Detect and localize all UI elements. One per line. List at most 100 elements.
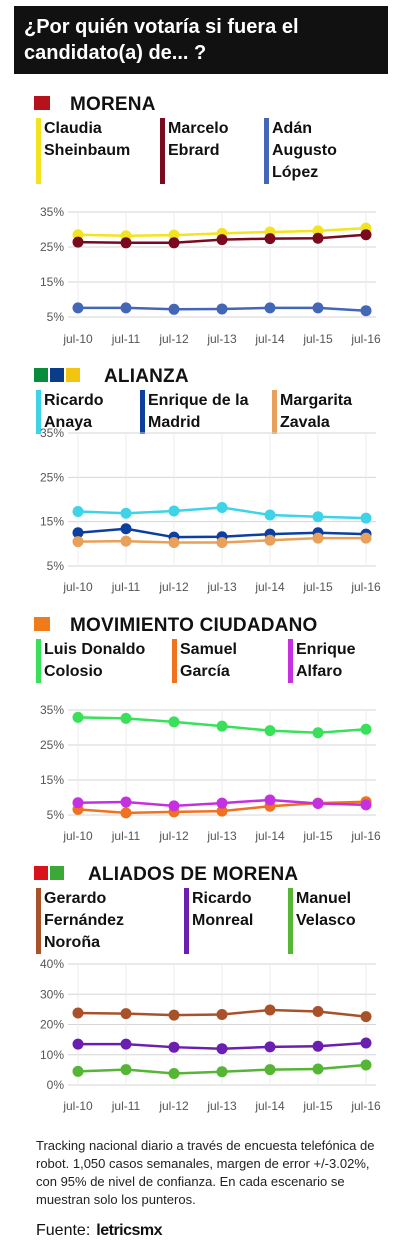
data-point [120,1038,132,1050]
candidate-legend: Gerardo Fernández Noroña Ricardo Monreal M… [36,888,386,954]
y-tick-label: 40% [40,957,64,971]
y-tick-label: 15% [40,275,64,289]
party-logo-0 [34,866,48,880]
data-point [264,302,276,314]
party-logos [34,96,50,110]
data-point [72,1038,84,1050]
legend-color-bar [288,639,293,683]
x-tick-label: jul-11 [111,332,141,346]
data-point [360,723,372,735]
legend-color-bar [36,888,41,954]
data-point [360,512,372,524]
data-point [264,233,276,245]
party-logos [34,368,80,382]
x-tick-label: jul-10 [62,332,93,346]
data-point [168,1009,180,1021]
data-point [216,1066,228,1078]
data-point [312,1063,324,1075]
x-tick-label: jul-16 [350,1099,381,1113]
legend-label: Margarita Zavala [280,392,353,431]
x-tick-label: jul-15 [302,1099,333,1113]
y-tick-label: 5% [47,559,65,573]
data-point [120,523,132,535]
line-chart: 35% 25% 15% 5% jul-10 jul-11 jul-12 jul-13 jul-1… [40,205,381,346]
x-tick-label: jul-11 [111,580,141,594]
x-tick-label: jul-12 [158,829,189,843]
x-tick-label: jul-10 [62,580,93,594]
section-title: ALIANZA [104,366,189,387]
x-tick-label: jul-14 [254,332,285,346]
y-tick-label: 35% [40,205,64,219]
x-tick-label: jul-14 [254,580,285,594]
line-chart: 35% 25% 15% 5% jul-10 jul-11 jul-12 jul-13 jul-1… [40,426,381,594]
data-point [72,536,84,548]
data-point [120,302,132,314]
party-logos [34,617,50,631]
y-tick-label: 5% [47,808,65,822]
x-tick-label: jul-13 [206,1099,237,1113]
data-point [312,1040,324,1052]
x-tick-label: jul-16 [350,829,381,843]
x-tick-label: jul-16 [350,332,381,346]
y-tick-label: 15% [40,773,64,787]
party-logo-0 [34,368,48,382]
party-logo-1 [50,368,64,382]
data-point [72,797,84,809]
data-point [72,1007,84,1019]
legend-item: Enrique de la Madrid [140,390,248,434]
data-point [312,1005,324,1017]
data-point [168,537,180,549]
data-point [168,505,180,517]
data-point [216,797,228,809]
data-point [72,711,84,723]
data-point [120,507,132,519]
data-point [168,1041,180,1053]
x-tick-label: jul-15 [302,580,333,594]
legend-color-bar [264,118,269,184]
data-point [216,1043,228,1055]
data-point [168,800,180,812]
legend-label: Ricardo Monreal [192,890,254,929]
data-point [312,797,324,809]
legend-color-bar [36,639,41,683]
party-logo-0 [34,96,50,110]
data-point [264,1004,276,1016]
legend-item: Samuel García [172,639,237,683]
y-tick-label: 25% [40,738,64,752]
source-line: Fuente: letricsmx [36,1222,163,1240]
legend-item: Ricardo Anaya [36,390,104,434]
data-point [264,725,276,737]
candidate-legend: Ricardo Anaya Enrique de la Madrid Margari… [36,390,386,434]
data-point [360,229,372,241]
legend-item: Adán Augusto López [264,118,337,184]
footnote: Tracking nacional diario a través de enc… [36,1138,375,1207]
data-point [72,505,84,517]
data-point [360,799,372,811]
data-point [168,303,180,315]
data-point [360,1059,372,1071]
x-tick-label: jul-10 [62,1099,93,1113]
x-tick-label: jul-14 [254,829,285,843]
data-point [264,1064,276,1076]
y-tick-label: 15% [40,515,64,529]
x-tick-label: jul-15 [302,829,333,843]
legend-color-bar [140,390,145,434]
data-point [216,303,228,315]
y-tick-label: 5% [47,310,65,324]
section-title: MOVIMIENTO CIUDADANO [70,615,318,636]
x-tick-label: jul-13 [206,829,237,843]
legend-color-bar [36,118,41,184]
legend-color-bar [288,888,293,954]
legend-label: Samuel García [180,641,237,680]
x-tick-label: jul-15 [302,332,333,346]
x-tick-label: jul-14 [254,1099,285,1113]
legend-label: Enrique de la Madrid [148,392,249,431]
y-tick-label: 25% [40,240,64,254]
legend-item: Gerardo Fernández Noroña [36,888,124,954]
data-point [120,796,132,808]
data-point [360,1011,372,1023]
data-point [72,236,84,248]
y-tick-label: 35% [40,426,64,440]
data-point [264,1041,276,1053]
data-point [216,234,228,246]
